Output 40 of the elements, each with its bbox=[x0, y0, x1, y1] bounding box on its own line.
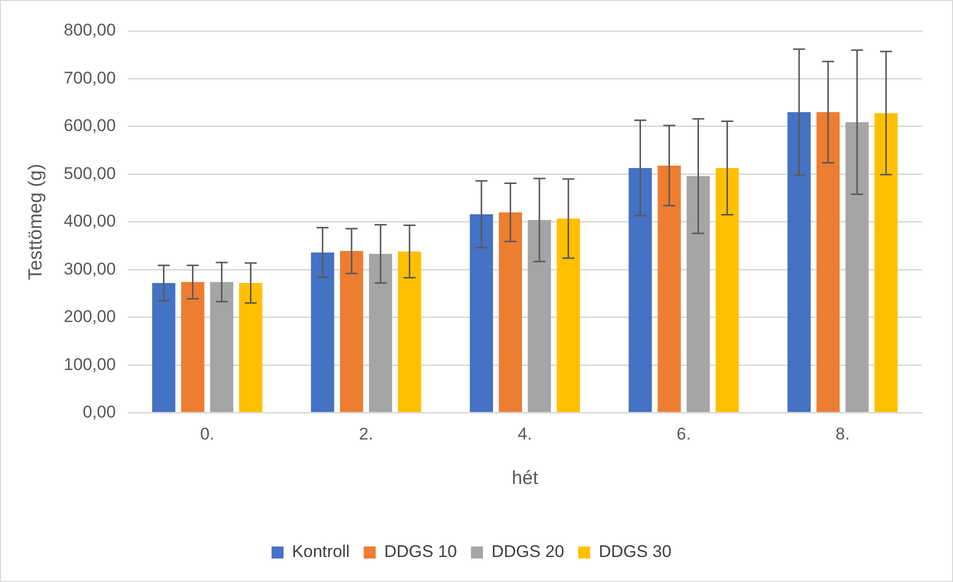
y-tick-label: 800,00 bbox=[64, 20, 116, 40]
legend-label: DDGS 30 bbox=[598, 542, 672, 562]
y-tick-label: 100,00 bbox=[64, 354, 116, 374]
y-tick-label: 600,00 bbox=[64, 116, 116, 136]
x-tick-label: 8. bbox=[835, 424, 850, 444]
x-tick-label: 2. bbox=[358, 424, 374, 444]
x-tick-label: 4. bbox=[518, 424, 532, 444]
x-tick-label: 0. bbox=[200, 424, 214, 444]
bar bbox=[628, 168, 652, 412]
bar bbox=[398, 251, 422, 412]
y-tick-label: 400,00 bbox=[64, 212, 116, 231]
x-axis-title: hét bbox=[512, 468, 539, 489]
legend-label: Kontroll bbox=[292, 542, 350, 562]
y-tick-label: 200,00 bbox=[64, 307, 116, 326]
legend-label: DDGS 10 bbox=[384, 542, 457, 562]
bar bbox=[816, 112, 840, 412]
bar bbox=[845, 122, 869, 412]
bar bbox=[528, 220, 551, 412]
bar bbox=[310, 252, 334, 412]
bar bbox=[658, 166, 681, 412]
bar bbox=[152, 282, 176, 412]
bar bbox=[470, 214, 494, 412]
bar bbox=[498, 212, 522, 412]
bar bbox=[239, 282, 262, 412]
bar bbox=[874, 113, 898, 412]
legend-label: DDGS 20 bbox=[491, 542, 564, 562]
y-tick-label: 0,00 bbox=[82, 402, 116, 422]
bar bbox=[716, 168, 739, 412]
bar bbox=[368, 254, 392, 412]
bar bbox=[556, 218, 580, 412]
bar bbox=[181, 282, 204, 412]
bar bbox=[686, 176, 710, 412]
bar bbox=[340, 251, 364, 412]
bar bbox=[210, 282, 234, 412]
y-tick-label: 700,00 bbox=[64, 68, 116, 88]
y-tick-label: 500,00 bbox=[64, 164, 116, 183]
x-tick-label: 6. bbox=[676, 424, 691, 444]
y-axis-title: Testtömeg (g) bbox=[26, 164, 47, 280]
bar bbox=[788, 112, 811, 412]
y-tick-label: 300,00 bbox=[64, 259, 116, 278]
